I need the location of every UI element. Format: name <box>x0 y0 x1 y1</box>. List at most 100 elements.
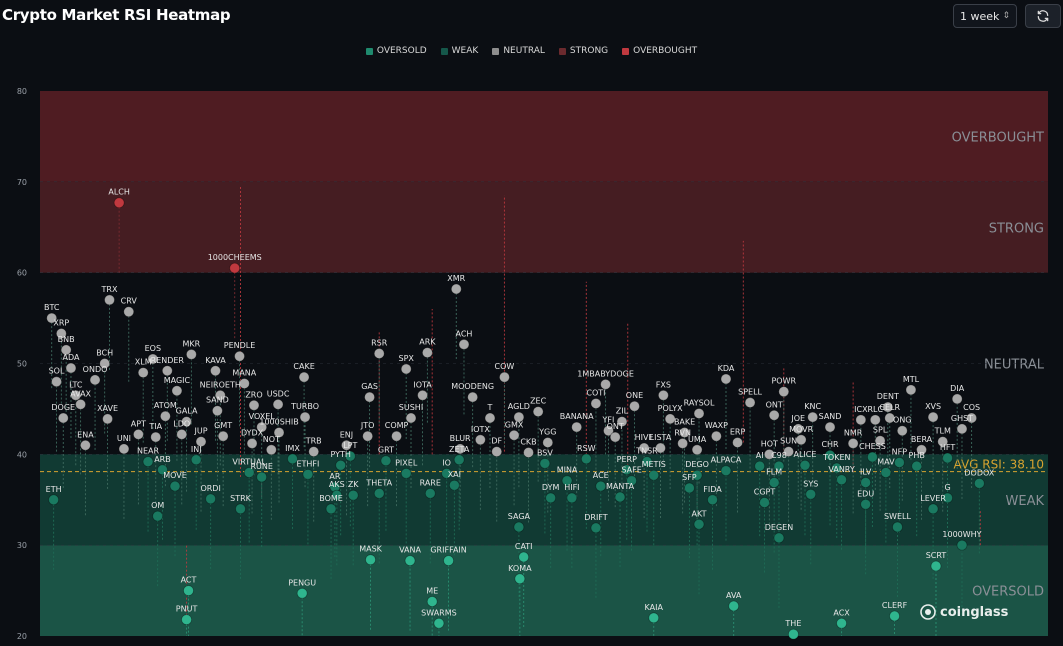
rsi-dot <box>773 532 785 544</box>
rsi-dot <box>892 521 903 533</box>
legend-item-oversold[interactable]: OVERSOLD <box>365 46 427 56</box>
coin-label: C98 <box>771 451 787 460</box>
rsi-dot <box>364 391 375 403</box>
coin-label: 1MBABYDOGE <box>577 369 634 378</box>
coin-label: AVA <box>726 591 742 600</box>
coin-label: UNI <box>117 434 131 443</box>
coin-label: NEAR <box>137 447 160 456</box>
coin-label: DEGO <box>685 460 709 469</box>
legend-item-overbought[interactable]: OVERBOUGHT <box>622 46 697 56</box>
coin-label: SAND <box>206 396 229 405</box>
rsi-dot <box>137 367 149 378</box>
coin-label: PHB <box>909 451 925 460</box>
coin-label: ETHFI <box>296 459 319 468</box>
rsi-dot <box>171 385 183 397</box>
legend: OVERSOLD WEAK NEUTRAL STRONG OVERBOUGHT <box>0 46 1063 56</box>
coin-label: AKS <box>329 480 345 489</box>
coin-label: SPELL <box>738 388 762 397</box>
rsi-dot <box>405 412 417 424</box>
refresh-icon <box>1037 10 1049 22</box>
rsi-dot <box>491 446 503 458</box>
rsi-dot <box>648 469 660 481</box>
rsi-dot <box>590 398 602 409</box>
rsi-dot <box>299 411 311 423</box>
rsi-dot <box>48 494 60 506</box>
rsi-dot <box>417 389 428 401</box>
rsi-dot <box>641 456 653 468</box>
legend-label: OVERBOUGHT <box>633 46 698 56</box>
coin-label: NFP <box>892 448 908 457</box>
coin-label: ETH <box>46 485 62 494</box>
coin-label: ILV <box>860 467 872 476</box>
rsi-dot <box>373 487 385 499</box>
rsi-dot <box>183 585 194 596</box>
rsi-dot <box>732 437 743 448</box>
coin-label: COW <box>495 362 515 371</box>
zone-strong <box>40 181 1048 273</box>
coin-label: T <box>487 403 493 412</box>
rsi-dot <box>768 477 780 488</box>
rsi-dot <box>474 434 486 446</box>
coin-label: SAFE <box>621 466 641 475</box>
rsi-dot <box>169 480 181 492</box>
coin-label: VANA <box>399 546 421 555</box>
refresh-button[interactable] <box>1025 4 1061 28</box>
rsi-dot <box>942 452 953 464</box>
y-tick-label: 60 <box>17 269 27 278</box>
legend-item-weak[interactable]: WEAK <box>440 46 478 56</box>
coin-label: CKB <box>520 438 536 447</box>
rsi-dot <box>484 412 496 424</box>
coin-label: CRV <box>121 297 138 306</box>
rsi-dot <box>248 399 260 411</box>
rsi-dot <box>421 347 433 359</box>
rsi-dot <box>893 457 905 468</box>
rsi-dot <box>905 384 917 396</box>
coin-label: DENT <box>877 392 899 401</box>
coin-label: EOS <box>145 344 161 353</box>
coin-label: ZK <box>348 480 359 489</box>
coin-label: CLERF <box>882 601 908 610</box>
coin-label: ONG <box>893 416 911 425</box>
rsi-dot <box>896 425 908 437</box>
coin-label: ME <box>426 586 438 595</box>
coin-label: FLM <box>766 467 782 476</box>
coin-label: SUSHI <box>399 403 423 412</box>
coin-label: TIA <box>148 422 162 431</box>
rsi-dot <box>99 358 111 369</box>
rsi-dot <box>763 448 775 460</box>
rsi-dot <box>657 389 669 401</box>
rsi-dot <box>956 539 968 551</box>
coin-label: PIXEL <box>395 458 418 467</box>
rsi-dot <box>792 423 804 435</box>
coin-label: MAGIC <box>164 376 191 385</box>
coin-label: OM <box>151 501 164 510</box>
legend-item-neutral[interactable]: NEUTRAL <box>492 46 545 56</box>
coin-label: BAKE <box>674 418 695 427</box>
rsi-dot <box>142 456 154 468</box>
coin-label: MOVE <box>163 471 187 480</box>
coin-label: CHR <box>821 440 839 449</box>
y-tick-label: 40 <box>17 450 27 459</box>
rsi-dot <box>847 438 859 449</box>
period-select[interactable]: 1 week ⇕ <box>953 4 1017 28</box>
rsi-dot <box>287 453 298 465</box>
rsi-dot <box>629 400 640 412</box>
coin-label: PENDLE <box>224 341 256 350</box>
rsi-dot <box>571 421 583 433</box>
coin-label: KDA <box>718 364 735 373</box>
rsi-dot <box>454 443 466 455</box>
rsi-dot <box>147 353 159 365</box>
coin-label: INJ <box>191 445 202 454</box>
rsi-dot <box>467 391 479 403</box>
rsi-dot <box>132 428 144 440</box>
coin-label: YFI <box>602 416 615 425</box>
rsi-dot <box>860 498 872 510</box>
avg-rsi-label: AVG RSI: 38.10 <box>954 458 1044 472</box>
rsi-dot <box>433 617 445 629</box>
rsi-dot <box>508 429 520 441</box>
rsi-dot <box>234 350 245 362</box>
rsi-dot <box>679 427 690 438</box>
legend-item-strong[interactable]: STRONG <box>558 46 608 56</box>
rsi-dot <box>539 458 551 469</box>
coin-label: RVN <box>674 428 691 437</box>
